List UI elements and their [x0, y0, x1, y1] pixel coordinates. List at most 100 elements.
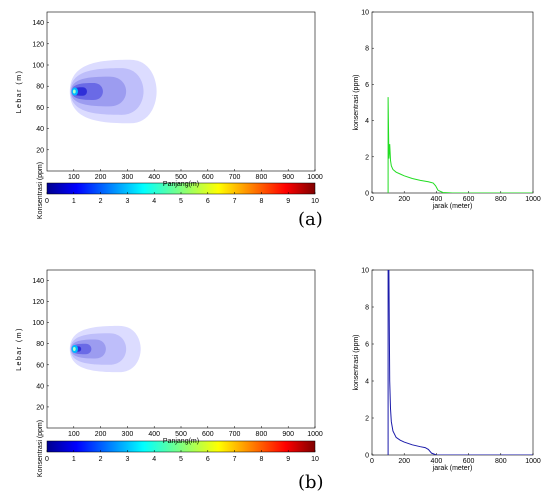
profile-x-tick-label: 0: [370, 458, 374, 465]
profile-y-tick-label: 0: [365, 191, 369, 198]
profile-axes-box: [371, 11, 534, 194]
colorbar-tick-label: 5: [179, 198, 183, 205]
profile-y-axis-label: konsentrasi (ppm): [353, 74, 360, 130]
map-y-tick-label: 60: [36, 362, 44, 369]
profile-x-tick-label: 800: [495, 458, 507, 465]
map-x-tick-label: 500: [175, 431, 187, 438]
map-x-axis-label: Panjang(m): [163, 181, 199, 188]
map-x-tick-label: 500: [175, 174, 187, 181]
figure-data: [46, 11, 534, 456]
profile-y-tick-label: 4: [365, 118, 369, 125]
colorbar-tick-label: 5: [179, 456, 183, 463]
map-x-tick-label: 1000: [307, 174, 323, 181]
colorbar-tick-label: 6: [206, 456, 210, 463]
profile-y-tick-label: 2: [365, 154, 369, 161]
map-y-tick-label: 120: [32, 41, 44, 48]
map-x-tick-label: 100: [68, 174, 80, 181]
colorbar-tick-label: 8: [259, 456, 263, 463]
colorbar-tick-label: 2: [99, 198, 103, 205]
plume-source-core: [72, 347, 76, 351]
panel-label-b: (b): [298, 472, 324, 493]
colorbar-tick-label: 8: [259, 198, 263, 205]
profile-x-tick-label: 600: [463, 196, 475, 203]
profile-x-tick-label: 200: [398, 196, 410, 203]
figure-background: [46, 11, 534, 456]
colorbar-label: Konsentrasi (ppm): [37, 162, 44, 219]
map-x-tick-label: 800: [256, 174, 268, 181]
map-x-tick-label: 200: [95, 174, 107, 181]
map-y-axis-label: Lebar (m): [16, 327, 23, 371]
map-y-tick-label: 40: [36, 126, 44, 133]
map-y-tick-label: 120: [32, 299, 44, 306]
profile-y-axis-label: konsentrasi (ppm): [353, 334, 360, 390]
map-x-axis-label: Panjang(m): [163, 438, 199, 445]
map-y-tick-label: 100: [32, 320, 44, 327]
map-x-tick-label: 100: [68, 431, 80, 438]
map-y-tick-label: 140: [32, 20, 44, 27]
colorbar-tick-label: 9: [286, 198, 290, 205]
profile-y-tick-label: 10: [361, 10, 369, 17]
colorbar-tick-label: 9: [286, 456, 290, 463]
map-y-tick-label: 20: [36, 404, 44, 411]
map-y-axis-label: Lebar (m): [16, 70, 23, 114]
map-y-tick-label: 40: [36, 383, 44, 390]
map-x-tick-label: 600: [202, 174, 214, 181]
figure-text: 100 200 300 400 500 600 700 800 900 1000204060801…: [16, 10, 541, 494]
profile-y-tick-label: 8: [365, 305, 369, 312]
plume-source-core: [72, 89, 76, 94]
colorbar-tick-label: 10: [311, 198, 319, 205]
profile-x-tick-label: 400: [431, 458, 443, 465]
colorbar-tick-label: 4: [152, 198, 156, 205]
map-x-tick-label: 900: [282, 174, 294, 181]
profile-y-tick-label: 0: [365, 453, 369, 460]
colorbar-tick-label: 1: [72, 198, 76, 205]
colorbar-tick-label: 7: [233, 198, 237, 205]
colorbar-tick-label: 7: [233, 456, 237, 463]
colorbar-tick-label: 1: [72, 456, 76, 463]
profile-axes-box: [371, 269, 534, 456]
map-x-tick-label: 700: [229, 174, 241, 181]
map-y-tick-label: 80: [36, 84, 44, 91]
profile-x-tick-label: 1000: [525, 458, 541, 465]
map-y-tick-label: 60: [36, 105, 44, 112]
colorbar-tick-label: 3: [125, 198, 129, 205]
profile-x-tick-label: 800: [495, 196, 507, 203]
profile-series-line: [387, 97, 533, 193]
profile-x-tick-label: 0: [370, 196, 374, 203]
map-y-tick-label: 100: [32, 63, 44, 70]
map-x-tick-label: 300: [122, 431, 134, 438]
map-x-tick-label: 400: [148, 431, 160, 438]
panel-label-a: (a): [298, 209, 323, 230]
colorbar-tick-label: 0: [45, 456, 49, 463]
profile-x-axis-label: jarak (meter): [432, 465, 473, 472]
colorbar-label: Konsentrasi (ppm): [37, 420, 44, 477]
colorbar-tick-label: 4: [152, 456, 156, 463]
map-x-tick-label: 200: [95, 431, 107, 438]
profile-y-tick-label: 6: [365, 82, 369, 89]
profile-x-tick-label: 400: [431, 196, 443, 203]
colorbar-tick-label: 3: [125, 456, 129, 463]
profile-x-tick-label: 1000: [525, 196, 541, 203]
colorbar-tick-label: 6: [206, 198, 210, 205]
profile-x-tick-label: 600: [463, 458, 475, 465]
map-y-tick-label: 140: [32, 278, 44, 285]
map-x-tick-label: 900: [282, 431, 294, 438]
plume-contour: [71, 83, 103, 100]
map-x-tick-label: 800: [256, 431, 268, 438]
profile-y-tick-label: 10: [361, 268, 369, 275]
colorbar-tick-label: 0: [45, 198, 49, 205]
profile-y-tick-label: 8: [365, 46, 369, 53]
map-y-tick-label: 80: [36, 341, 44, 348]
map-x-tick-label: 700: [229, 431, 241, 438]
profile-series-line: [387, 270, 533, 455]
profile-y-tick-label: 2: [365, 416, 369, 423]
map-x-tick-label: 300: [122, 174, 134, 181]
profile-x-tick-label: 200: [398, 458, 410, 465]
profile-x-axis-label: jarak (meter): [432, 203, 473, 210]
colorbar-tick-label: 2: [99, 456, 103, 463]
map-x-tick-label: 600: [202, 431, 214, 438]
map-x-tick-label: 400: [148, 174, 160, 181]
colorbar-tick-label: 10: [311, 456, 319, 463]
map-y-tick-label: 20: [36, 147, 44, 154]
